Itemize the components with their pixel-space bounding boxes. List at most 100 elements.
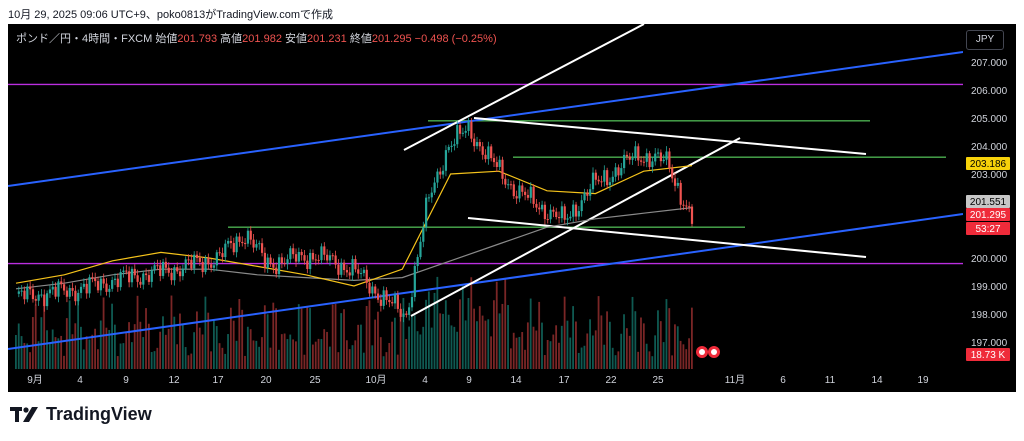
volume-bar: [402, 297, 405, 369]
volume-bar: [662, 342, 665, 369]
candle-body: [368, 282, 371, 294]
candle-body: [464, 130, 467, 133]
open-label: 始値: [155, 33, 178, 45]
volume-bar: [659, 321, 662, 369]
volume-tag-bg: [966, 348, 1010, 361]
candle-body: [405, 313, 408, 315]
price-tick-label: 203.000: [971, 170, 1008, 181]
volume-bar: [493, 300, 495, 369]
volume-bar: [102, 297, 105, 369]
price-chart[interactable]: 207.000206.000205.000204.000203.000202.0…: [8, 24, 1016, 392]
volume-bar: [159, 331, 162, 369]
volume-bar: [625, 328, 628, 369]
candle-body: [529, 186, 532, 198]
volume-bar: [162, 316, 164, 369]
volume-bar: [374, 319, 377, 369]
price-tag-bg: [966, 195, 1010, 208]
candle-body: [410, 297, 414, 308]
volume-bar: [300, 308, 303, 369]
candle-body: [645, 153, 648, 162]
candle-body: [614, 167, 617, 177]
candle-body: [552, 209, 555, 212]
volume-bar: [272, 302, 275, 369]
candle-body: [40, 294, 43, 296]
volume-bar: [297, 304, 300, 369]
volume-bar: [614, 355, 617, 369]
volume-bar: [283, 333, 286, 369]
candle-body: [436, 171, 439, 183]
candle-body: [331, 255, 334, 257]
candle-body: [218, 252, 221, 254]
candle-body: [396, 294, 399, 309]
volume-bar: [215, 326, 218, 369]
candle-body: [422, 227, 425, 242]
candle-body: [408, 307, 411, 315]
time-axis[interactable]: 9月 4 9 12 17 20 25 10月 4 9 14 17 22 25 11月 6 11 14 19: [8, 369, 1016, 392]
candle-body: [187, 259, 190, 261]
candle-body: [543, 204, 547, 220]
close-label: 終値: [349, 33, 372, 45]
volume-bar: [122, 343, 125, 369]
volume-bar: [266, 314, 269, 369]
candle-body: [289, 248, 292, 260]
candle-body: [43, 294, 46, 307]
volume-bar: [569, 337, 572, 369]
volume-bar: [167, 328, 170, 369]
volume-bar: [46, 330, 48, 369]
time-tick-label: 25: [652, 375, 664, 386]
candle-body: [642, 161, 646, 163]
volume-bar: [433, 292, 436, 369]
volume-bar: [405, 338, 408, 369]
candle-body: [532, 186, 535, 204]
volume-bar: [552, 334, 555, 369]
time-tick-label: 9: [466, 375, 472, 386]
volume-bar: [295, 341, 297, 369]
candle-body: [150, 270, 153, 282]
candle-body: [374, 286, 377, 294]
candle-body: [258, 243, 261, 245]
candle-body: [119, 272, 122, 288]
candle-body: [91, 277, 94, 279]
candle-body: [648, 153, 651, 168]
candle-body: [221, 253, 224, 258]
candle-body: [634, 146, 637, 159]
volume-bar: [413, 315, 416, 369]
candle-body: [71, 288, 74, 291]
chart-panel[interactable]: 207.000206.000205.000204.000203.000202.0…: [8, 24, 1016, 392]
candle-body: [671, 168, 674, 179]
candle-body: [82, 283, 85, 287]
price-tag-bg: [966, 208, 1010, 221]
currency-button[interactable]: JPY: [966, 30, 1004, 50]
candle-body: [659, 152, 662, 162]
candle-body: [535, 203, 538, 208]
candle-body: [425, 197, 428, 228]
volume-bar: [176, 344, 179, 369]
volume-bar: [583, 345, 586, 369]
volume-bar: [65, 318, 68, 369]
volume-bar: [467, 298, 470, 369]
candle-body: [181, 268, 184, 277]
candle-body: [57, 281, 60, 297]
tradingview-brand[interactable]: TradingView: [10, 404, 152, 425]
time-axis-bg: [8, 369, 1016, 392]
volume-bar: [586, 333, 589, 369]
candle-body: [60, 281, 63, 285]
candle-body: [232, 243, 235, 253]
volume-bar: [501, 303, 504, 369]
volume-bar: [459, 299, 461, 369]
candle-body: [88, 277, 91, 294]
volume-bar: [470, 277, 473, 369]
volume-bar: [311, 344, 314, 369]
candle-body: [473, 138, 476, 147]
candle-body: [351, 259, 354, 276]
candle-body: [294, 254, 298, 262]
candle-body: [122, 270, 125, 273]
volume-bar: [255, 340, 258, 369]
volume-bar: [20, 336, 23, 369]
volume-bar: [97, 349, 99, 369]
volume-bar: [345, 340, 348, 369]
candle-body: [297, 251, 300, 262]
volume-bar: [524, 349, 526, 369]
volume-bar: [63, 355, 65, 369]
candle-body: [133, 268, 136, 276]
